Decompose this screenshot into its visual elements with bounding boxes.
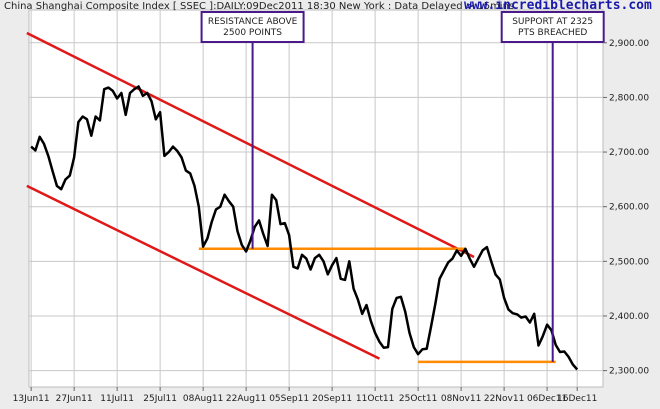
x-tick-label: 11Jul11 (100, 394, 134, 404)
price-line (30, 85, 579, 371)
site-label[interactable]: www.incrediblecharts.com (464, 0, 652, 13)
annotation-box (200, 11, 305, 43)
y-tick-label: 2,400.00 (609, 312, 649, 322)
y-tick-label: 2,500.00 (609, 257, 649, 267)
x-tick-label: 05Sep11 (269, 394, 309, 404)
x-tick-label: 08Nov11 (441, 394, 481, 404)
axes: 2,300.00 2,400.00 2,500.00 2,600.00 2,700.00… (13, 39, 650, 404)
x-tick-label: 22Nov11 (484, 394, 524, 404)
annotation-text: 2500 POINTS (223, 28, 282, 38)
chart-title: China Shanghai Composite Index [ SSEC ]:… (4, 1, 514, 12)
x-tick-label: 06Dec11 (527, 394, 567, 404)
x-tick-label: 16Dec11 (557, 394, 597, 404)
y-tick-label: 2,700.00 (609, 148, 649, 158)
upper-channel-line (26, 31, 475, 259)
y-tick-label: 2,600.00 (609, 203, 649, 213)
x-tick-label: 25Jul11 (143, 394, 177, 404)
x-tick-label: 25Oct11 (399, 394, 437, 404)
lower-channel-line (26, 184, 380, 360)
x-tick-label: 22Aug11 (226, 394, 266, 404)
annotation-box (500, 11, 605, 43)
x-tick-label: 20Sep11 (312, 394, 352, 404)
price-series (30, 85, 579, 371)
annotation-text: PTS BREACHED (518, 28, 587, 38)
x-tick-label: 27Jun11 (56, 394, 93, 404)
plot-area (28, 9, 604, 388)
x-tick-label: 13Jun11 (13, 394, 50, 404)
x-tick-label: 08Aug11 (183, 394, 223, 404)
y-tick-label: 2,900.00 (609, 39, 649, 49)
annotation-text: SUPPORT AT 2325 (512, 17, 593, 27)
x-tick-label: 11Oct11 (356, 394, 394, 404)
annotation-text: RESISTANCE ABOVE (208, 17, 298, 27)
y-tick-label: 2,800.00 (609, 93, 649, 103)
y-tick-label: 2,300.00 (609, 367, 649, 377)
